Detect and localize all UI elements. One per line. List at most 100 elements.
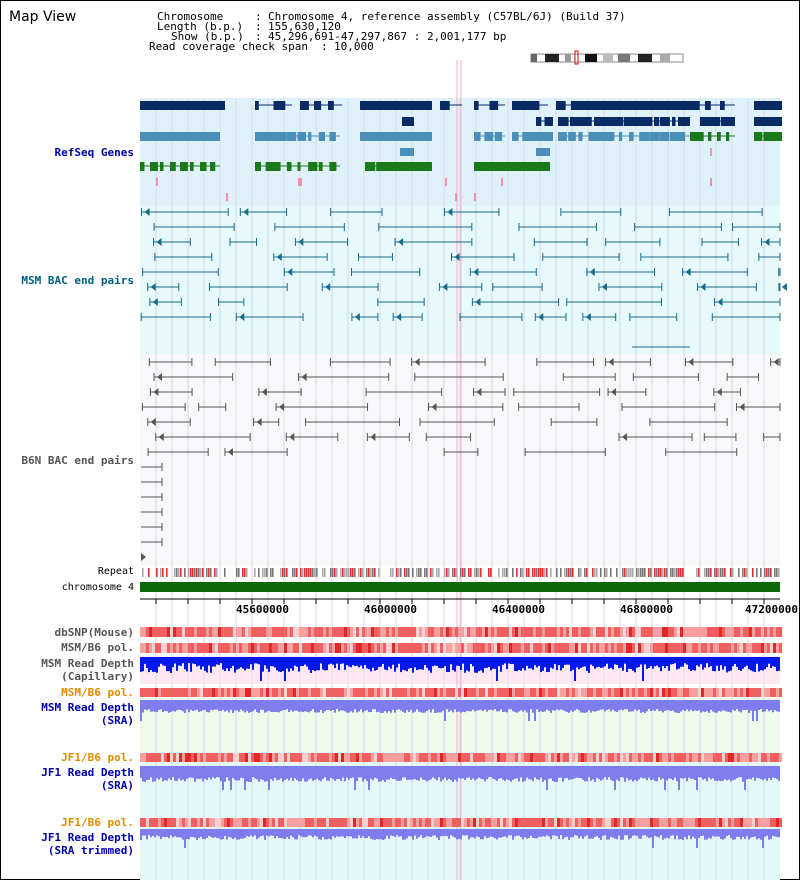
depth-bar	[288, 829, 290, 839]
msm-b6-pol-label-2[interactable]: MSM/B6 pol.	[61, 686, 134, 699]
depth-bar	[462, 657, 464, 664]
depth-bar	[224, 766, 226, 782]
depth-bar	[710, 766, 712, 780]
polymorphism-cell	[272, 627, 275, 637]
polymorphism-cell	[641, 753, 644, 762]
depth-bar	[680, 829, 682, 840]
repeat-mark	[304, 568, 306, 577]
polymorphism-cell	[215, 643, 218, 653]
polymorphism-cell	[491, 818, 494, 827]
repeat-mark	[340, 568, 342, 577]
depth-bar	[736, 766, 738, 779]
polymorphism-cell	[245, 643, 248, 653]
depth-bar	[446, 766, 448, 781]
dbsnp-track-label[interactable]: dbSNP(Mouse)	[54, 626, 134, 639]
depth-bar	[426, 766, 428, 782]
depth-bar	[552, 766, 554, 782]
depth-bar	[324, 766, 326, 778]
polymorphism-cell	[584, 818, 587, 827]
repeat-mark	[196, 568, 198, 577]
bac-arrow	[261, 388, 267, 396]
depth-bar	[584, 657, 586, 667]
repeat-mark	[724, 568, 726, 577]
polymorphism-cell	[503, 643, 506, 653]
depth-bar	[572, 766, 574, 780]
repeat-mark	[504, 568, 506, 577]
depth-bar	[310, 829, 312, 836]
polymorphism-cell	[449, 753, 452, 762]
polymorphism-cell	[392, 643, 395, 653]
msm-sra-depth-label[interactable]: MSM Read Depth (SRA)	[41, 701, 134, 727]
depth-bar	[374, 766, 376, 778]
polymorphism-cell	[473, 627, 476, 637]
depth-bar	[370, 700, 372, 712]
depth-bar	[494, 657, 496, 669]
depth-bar	[244, 829, 246, 838]
polymorphism-cell	[470, 753, 473, 762]
bac-arrow	[156, 238, 162, 246]
gene-exon	[265, 162, 277, 171]
depth-bar	[624, 829, 626, 836]
depth-bar	[526, 766, 528, 778]
polymorphism-cell	[638, 627, 641, 637]
polymorphism-cell	[209, 753, 212, 762]
repeat-mark	[696, 568, 698, 577]
repeat-mark	[438, 568, 440, 577]
polymorphism-cell	[278, 627, 281, 637]
jf1-b6-pol-label-2[interactable]: JF1/B6 pol.	[61, 816, 134, 829]
jf1-b6-pol-label-1[interactable]: JF1/B6 pol.	[61, 751, 134, 764]
msm-b6-pol-label-1[interactable]: MSM/B6 pol.	[61, 641, 134, 654]
depth-bar	[308, 766, 310, 780]
polymorphism-cell	[578, 818, 581, 827]
b6n-bac-track-label[interactable]: B6N BAC end pairs	[21, 454, 134, 467]
polymorphism-cell	[227, 643, 230, 653]
polymorphism-cell	[368, 753, 371, 762]
depth-bar	[358, 829, 360, 836]
depth-bar	[294, 700, 296, 711]
depth-bar	[400, 657, 402, 673]
depth-bar	[192, 657, 194, 664]
msm-bac-track-label[interactable]: MSM BAC end pairs	[21, 274, 134, 287]
polymorphism-cell	[557, 643, 560, 653]
polymorphism-cell	[251, 643, 254, 653]
jf1-sra-depth-label[interactable]: JF1 Read Depth (SRA)	[41, 766, 134, 792]
depth-bar	[256, 657, 258, 664]
depth-bar	[666, 657, 668, 667]
polymorphism-cell	[599, 688, 602, 697]
refseq-track-label[interactable]: RefSeq Genes	[54, 146, 134, 159]
depth-bar	[570, 766, 572, 780]
depth-bar	[710, 657, 712, 667]
polymorphism-cell	[743, 688, 746, 697]
jf1-trim-depth-label[interactable]: JF1 Read Depth (SRA trimmed)	[41, 831, 134, 857]
depth-bar	[730, 657, 732, 671]
depth-bar	[536, 829, 538, 839]
depth-bar	[674, 829, 676, 840]
depth-bar	[582, 700, 584, 713]
gene-exon	[618, 117, 624, 126]
depth-bar	[280, 700, 282, 712]
polymorphism-cell	[599, 753, 602, 762]
depth-bar	[586, 766, 588, 782]
polymorphism-cell	[446, 643, 449, 653]
msm-cap-depth-label[interactable]: MSM Read Depth (Capillary)	[41, 657, 134, 683]
depth-bar	[180, 766, 182, 781]
depth-bar	[170, 657, 172, 673]
polymorphism-cell	[314, 627, 317, 637]
polymorphism-cell	[536, 643, 539, 653]
depth-bar	[570, 829, 572, 838]
depth-bar	[354, 657, 356, 667]
bac-arrow	[153, 388, 159, 396]
repeat-mark	[194, 568, 196, 577]
polymorphism-cell	[620, 688, 623, 697]
polymorphism-cell	[362, 627, 365, 637]
polymorphism-cell	[629, 643, 632, 653]
polymorphism-cell	[479, 643, 482, 653]
depth-bar	[278, 657, 280, 672]
polymorphism-cell	[158, 818, 161, 827]
gene-exon	[536, 117, 542, 126]
depth-bar	[492, 700, 494, 711]
polymorphism-cell	[281, 688, 284, 697]
polymorphism-cell	[563, 627, 566, 637]
depth-bar	[748, 766, 750, 779]
